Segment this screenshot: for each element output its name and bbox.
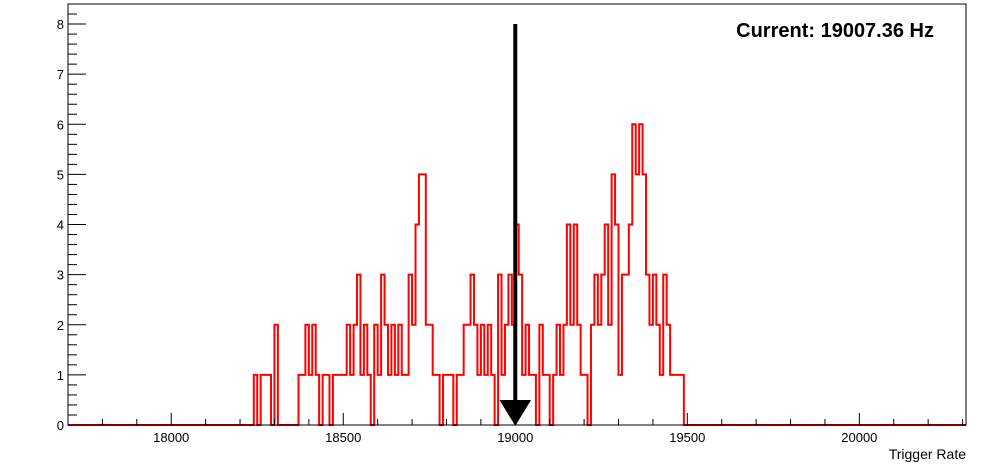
y-tick-label: 6 [57,117,64,132]
y-tick-label: 3 [57,268,64,283]
x-tick-label: 20000 [841,430,877,445]
y-tick-label: 8 [57,17,64,32]
marker-arrow-head [499,400,532,426]
y-tick-label: 5 [57,167,64,182]
x-axis-title: Trigger Rate [889,446,967,462]
current-rate-annotation: Current: 19007.36 Hz [736,20,934,42]
x-tick-label: 19500 [669,430,705,445]
y-tick-label: 1 [57,368,64,383]
y-tick-label: 2 [57,318,64,333]
axes-layer: 0 1 2 3 4 5 6 7 8 18000 18500 19000 19500 20000 [57,3,967,445]
y-tick-label: 7 [57,67,64,82]
y-tick-label: 0 [57,418,64,433]
x-tick-label: 18000 [153,430,189,445]
marker-layer [499,24,532,426]
x-tick-label: 18500 [325,430,361,445]
y-tick-label: 4 [57,218,64,233]
x-tick-label: 19000 [497,430,533,445]
